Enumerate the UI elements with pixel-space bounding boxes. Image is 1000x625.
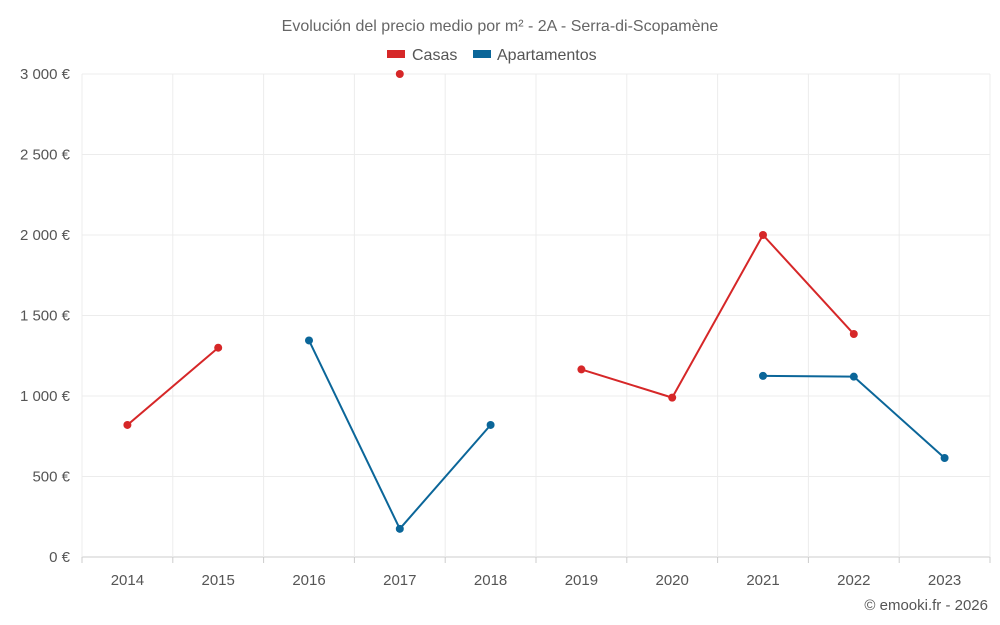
series-group: [123, 70, 949, 533]
data-point-apartamentos-2016[interactable]: [305, 336, 313, 345]
y-tick-label: 1 500 €: [20, 308, 71, 325]
legend-label-casas[interactable]: Casas: [412, 47, 457, 64]
data-point-apartamentos-2022[interactable]: [849, 372, 858, 381]
data-point-casas-2015[interactable]: [214, 343, 223, 352]
data-point-casas-2022[interactable]: [849, 330, 858, 339]
x-tick-label: 2015: [202, 572, 235, 589]
credit-text: © emooki.fr - 2026: [864, 597, 988, 614]
y-tick-label: 0 €: [49, 549, 71, 566]
data-point-apartamentos-2021[interactable]: [759, 371, 767, 380]
series-apartamentos: [305, 336, 949, 533]
x-tick-label: 2016: [292, 572, 325, 589]
line-segment-casas: [580, 368, 674, 399]
x-tick-label: 2020: [656, 572, 689, 589]
y-tick-label: 2 500 €: [20, 147, 71, 164]
x-tick-label: 2018: [474, 572, 507, 589]
data-point-apartamentos-2017[interactable]: [395, 524, 404, 533]
legend-swatch-apartamentos: [473, 50, 491, 58]
x-tick-label: 2014: [111, 572, 144, 589]
x-tick-label: 2022: [837, 572, 870, 589]
legend-swatch-casas: [387, 50, 405, 58]
line-segment-casas: [762, 234, 855, 336]
data-point-casas-2014[interactable]: [123, 420, 132, 429]
y-tick-label: 2 000 €: [20, 227, 71, 244]
line-segment-apartamentos: [762, 374, 855, 378]
legend-label-apartamentos[interactable]: Apartamentos: [497, 47, 597, 64]
line-segment-apartamentos: [398, 423, 492, 530]
chart-title: Evolución del precio medio por m² - 2A -…: [282, 18, 719, 35]
x-tick-label: 2023: [928, 572, 961, 589]
data-point-apartamentos-2023[interactable]: [940, 453, 949, 462]
line-segment-casas: [671, 234, 764, 399]
data-point-casas-2017[interactable]: [395, 70, 404, 78]
data-point-casas-2020[interactable]: [668, 393, 677, 402]
line-segment-casas: [126, 346, 220, 426]
x-tick-label: 2021: [746, 572, 779, 589]
axes: 0 € 500 € 1 000 € 1 500 € 2 000 € 2 500 € 3 00…: [20, 66, 991, 589]
x-tick-label: 2017: [383, 572, 416, 589]
x-tick-label: 2019: [565, 572, 598, 589]
data-point-casas-2021[interactable]: [759, 231, 767, 239]
data-point-apartamentos-2018[interactable]: [486, 420, 495, 429]
line-segment-apartamentos: [852, 375, 946, 459]
data-point-casas-2019[interactable]: [577, 365, 586, 374]
series-casas: [123, 70, 858, 429]
line-segment-apartamentos: [308, 339, 401, 530]
y-tick-label: 3 000 €: [20, 66, 71, 83]
y-tick-label: 1 000 €: [20, 388, 71, 405]
gridlines: [81, 73, 991, 558]
legend: Casas Apartamentos: [387, 47, 597, 64]
y-tick-label: 500 €: [32, 469, 70, 486]
